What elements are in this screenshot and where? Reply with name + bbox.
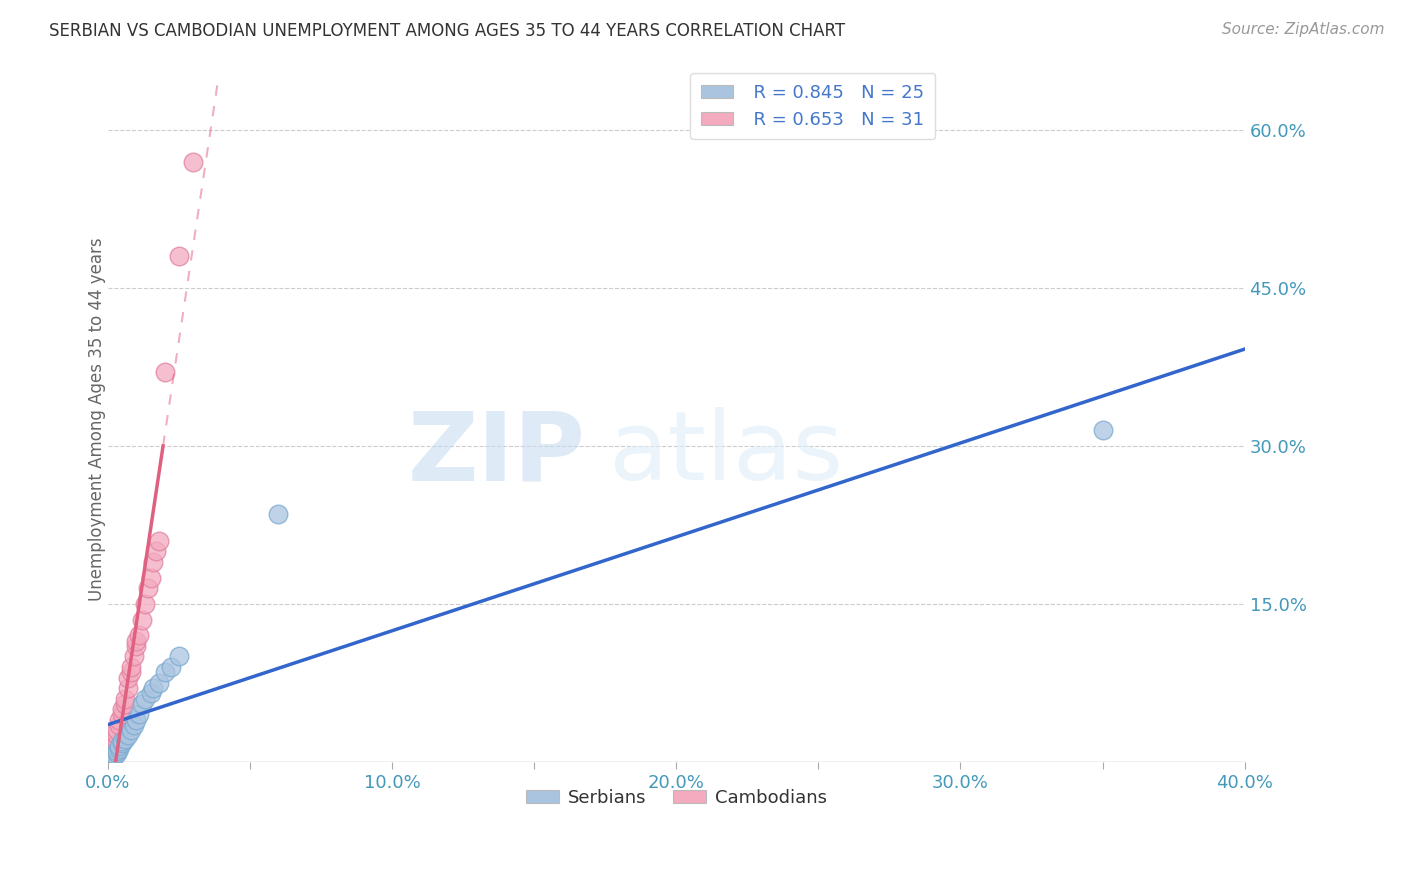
Point <box>148 533 170 548</box>
Point <box>120 723 142 738</box>
Point <box>267 508 290 522</box>
Point <box>111 702 134 716</box>
Point <box>1091 423 1114 437</box>
Point <box>125 713 148 727</box>
Point <box>145 544 167 558</box>
Point <box>117 671 139 685</box>
Point <box>153 365 176 379</box>
Point <box>134 597 156 611</box>
Point <box>111 707 134 722</box>
Point <box>111 733 134 747</box>
Point <box>142 681 165 695</box>
Text: ZIP: ZIP <box>408 408 585 500</box>
Point <box>181 154 204 169</box>
Point <box>167 249 190 263</box>
Point <box>105 736 128 750</box>
Point <box>136 581 159 595</box>
Point <box>103 749 125 764</box>
Point <box>103 739 125 753</box>
Point <box>108 742 131 756</box>
Point <box>139 686 162 700</box>
Point <box>105 744 128 758</box>
Point <box>117 681 139 695</box>
Point <box>167 649 190 664</box>
Point <box>108 739 131 753</box>
Point <box>120 660 142 674</box>
Point <box>139 570 162 584</box>
Point <box>153 665 176 680</box>
Point <box>105 723 128 738</box>
Point <box>114 697 136 711</box>
Text: atlas: atlas <box>609 408 844 500</box>
Point <box>100 747 122 761</box>
Point <box>100 751 122 765</box>
Point <box>120 665 142 680</box>
Point <box>131 697 153 711</box>
Point <box>117 728 139 742</box>
Point <box>114 691 136 706</box>
Point <box>122 649 145 664</box>
Point <box>111 736 134 750</box>
Point <box>125 633 148 648</box>
Point <box>148 675 170 690</box>
Point <box>125 639 148 653</box>
Point <box>105 728 128 742</box>
Point <box>128 628 150 642</box>
Point <box>105 747 128 761</box>
Point <box>100 751 122 765</box>
Point <box>103 744 125 758</box>
Point <box>128 707 150 722</box>
Point <box>131 613 153 627</box>
Y-axis label: Unemployment Among Ages 35 to 44 years: Unemployment Among Ages 35 to 44 years <box>89 238 105 601</box>
Point <box>108 713 131 727</box>
Point <box>103 747 125 762</box>
Point <box>134 691 156 706</box>
Point <box>114 731 136 746</box>
Point <box>122 718 145 732</box>
Point <box>159 660 181 674</box>
Point <box>108 718 131 732</box>
Legend: Serbians, Cambodians: Serbians, Cambodians <box>519 782 834 814</box>
Text: Source: ZipAtlas.com: Source: ZipAtlas.com <box>1222 22 1385 37</box>
Point <box>142 555 165 569</box>
Text: SERBIAN VS CAMBODIAN UNEMPLOYMENT AMONG AGES 35 TO 44 YEARS CORRELATION CHART: SERBIAN VS CAMBODIAN UNEMPLOYMENT AMONG … <box>49 22 845 40</box>
